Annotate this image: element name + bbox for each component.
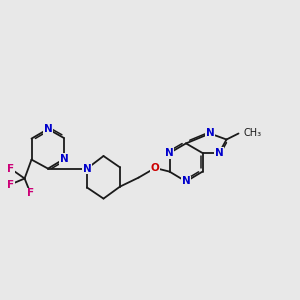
Text: F: F bbox=[7, 164, 14, 174]
Text: CH₃: CH₃ bbox=[244, 128, 262, 139]
Text: O: O bbox=[151, 163, 160, 173]
Text: N: N bbox=[182, 176, 190, 187]
Text: F: F bbox=[7, 179, 14, 190]
Text: N: N bbox=[206, 128, 214, 139]
Text: N: N bbox=[82, 164, 91, 174]
Text: N: N bbox=[165, 148, 174, 158]
Text: N: N bbox=[44, 124, 52, 134]
Text: F: F bbox=[27, 188, 34, 199]
Text: N: N bbox=[214, 148, 224, 158]
Text: N: N bbox=[59, 154, 68, 164]
